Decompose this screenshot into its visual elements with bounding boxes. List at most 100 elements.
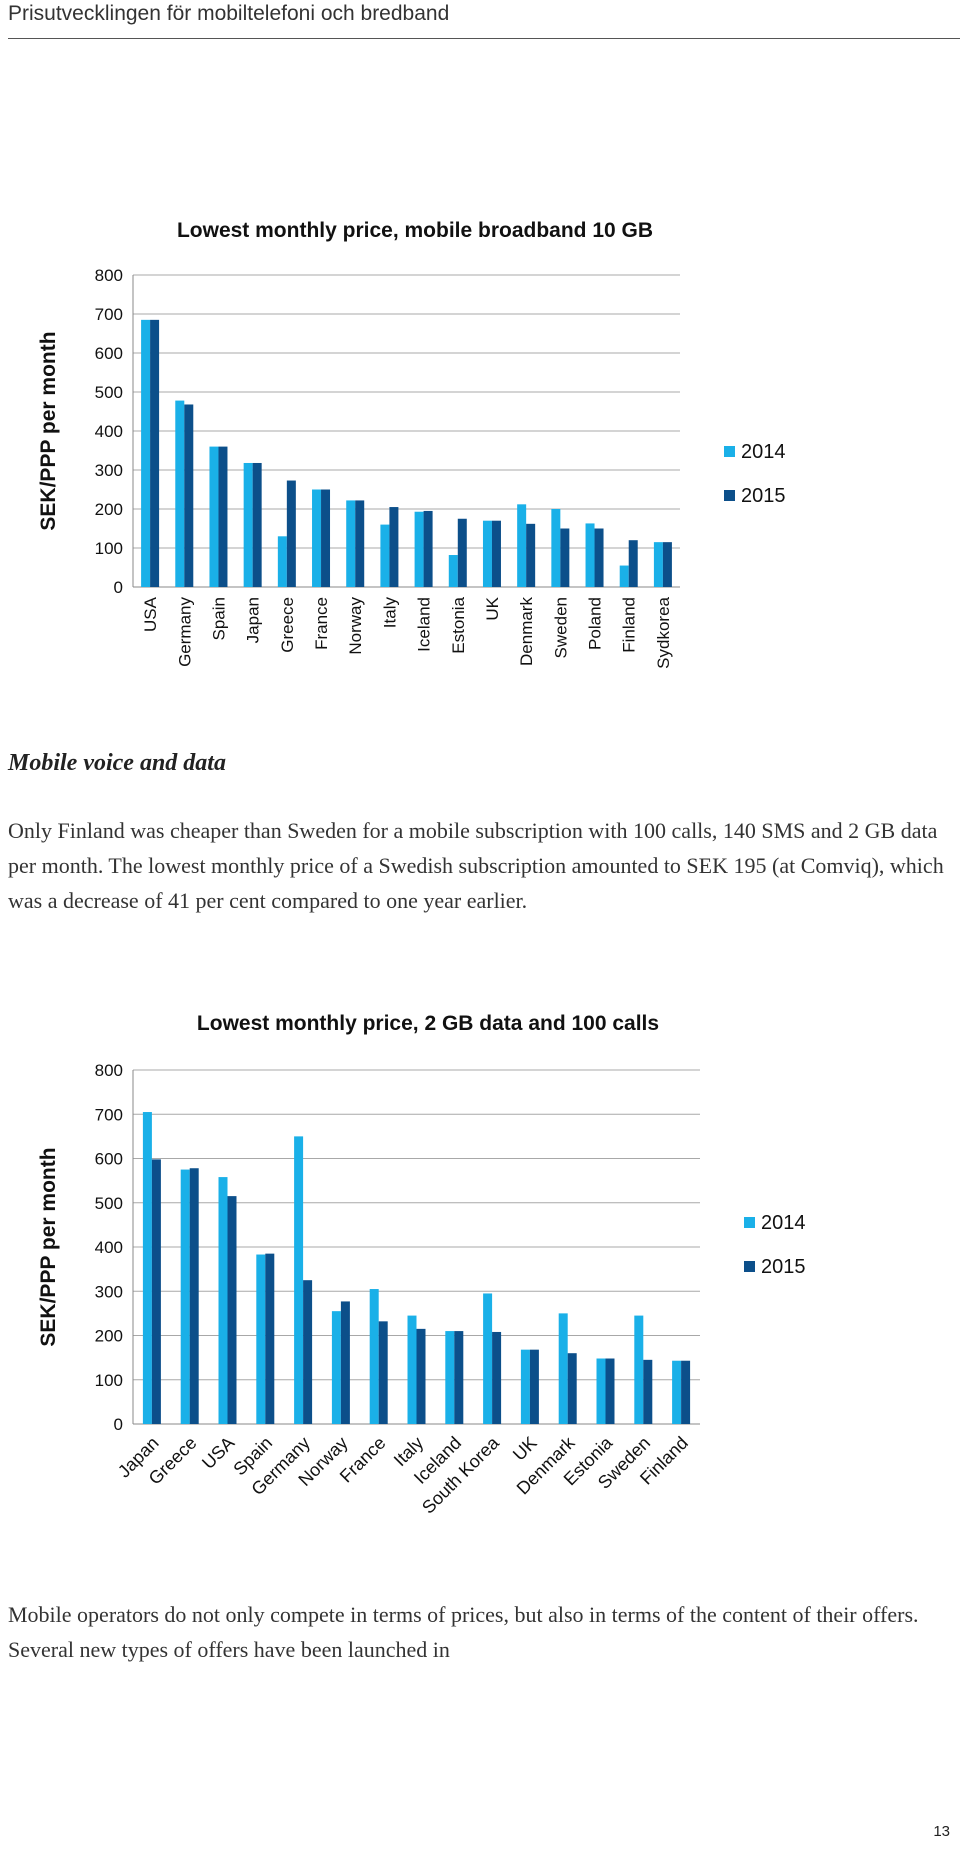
- bar-france-2014: [312, 489, 322, 587]
- bar-denmark-2014: [517, 504, 527, 587]
- bar-spain-2015: [218, 446, 228, 587]
- y-tick-label: 100: [95, 1371, 123, 1390]
- bar-italy-2014: [380, 524, 390, 587]
- bar-italy-2015: [416, 1328, 426, 1424]
- bar-sweden-2015: [643, 1359, 653, 1424]
- chart-title: Lowest monthly price, 2 GB data and 100 …: [197, 1012, 659, 1035]
- bar-iceland-2014: [445, 1331, 455, 1424]
- bar-norway-2014: [346, 500, 356, 587]
- chart-title: Lowest monthly price, mobile broadband 1…: [177, 219, 653, 242]
- bar-greece-2015: [286, 480, 296, 587]
- bar-sweden-2014: [634, 1315, 644, 1424]
- bar-iceland-2015: [423, 510, 433, 587]
- legend-swatch-2014: [724, 446, 735, 457]
- bar-japan-2014: [142, 1112, 152, 1424]
- bar-spain-2014: [256, 1254, 266, 1424]
- y-tick-label: 500: [95, 383, 123, 402]
- bar-japan-2015: [151, 1159, 161, 1424]
- bar-germany-2014: [175, 400, 185, 587]
- y-tick-label: 0: [114, 1415, 123, 1434]
- bar-sweden-2015: [560, 528, 570, 587]
- y-tick-label: 700: [95, 1105, 123, 1124]
- y-tick-label: 200: [95, 1327, 123, 1346]
- paragraph-operators: Mobile operators do not only compete in …: [8, 1602, 919, 1662]
- bar-japan-2014: [243, 462, 253, 587]
- x-tick-label: Norway: [346, 597, 365, 655]
- legend-swatch-2015: [744, 1261, 755, 1272]
- legend-label-2014: 2014: [741, 441, 786, 463]
- bar-south-korea-2015: [492, 1331, 502, 1424]
- legend-label-2015: 2015: [761, 1256, 806, 1278]
- y-tick-label: 100: [95, 539, 123, 558]
- bar-usa-2015: [150, 319, 160, 587]
- bar-japan-2015: [252, 462, 262, 587]
- bar-sweden-2014: [551, 509, 561, 587]
- legend-swatch-2015: [724, 490, 735, 501]
- bar-estonia-2015: [605, 1358, 615, 1424]
- y-tick-label: 300: [95, 461, 123, 480]
- bar-uk-2015: [491, 520, 501, 587]
- bar-france-2014: [369, 1289, 379, 1424]
- bar-denmark-2015: [526, 523, 536, 587]
- bar-usa-2014: [141, 319, 151, 587]
- legend-swatch-2014: [744, 1217, 755, 1228]
- header-title: Prisutvecklingen för mobiltelefoni och b…: [8, 2, 450, 25]
- x-tick-label: Japan: [244, 597, 263, 643]
- legend-label-2015: 2015: [741, 485, 786, 507]
- x-tick-label: Finland: [620, 597, 639, 653]
- bar-norway-2015: [340, 1301, 350, 1424]
- bar-norway-2014: [331, 1311, 341, 1424]
- chart-mobile-broadband: Lowest monthly price, mobile broadband 1…: [37, 219, 786, 669]
- x-tick-label: France: [312, 597, 331, 650]
- paragraph-mobile-voice-data: Only Finland was cheaper than Sweden for…: [8, 818, 944, 913]
- x-tick-label: Estonia: [449, 596, 468, 653]
- x-tick-label: USA: [141, 596, 160, 632]
- bar-finland-2015: [681, 1360, 691, 1424]
- bar-south-korea-2014: [483, 1293, 493, 1424]
- y-tick-label: 300: [95, 1282, 123, 1301]
- bar-poland-2014: [585, 523, 595, 587]
- bar-italy-2015: [389, 507, 399, 587]
- x-tick-label: UK: [483, 596, 502, 620]
- bar-uk-2014: [520, 1349, 530, 1424]
- bar-usa-2014: [218, 1177, 228, 1424]
- bar-spain-2015: [265, 1253, 275, 1424]
- bar-iceland-2015: [454, 1331, 464, 1424]
- page-header: Prisutvecklingen för mobiltelefoni och b…: [8, 0, 960, 39]
- bar-iceland-2014: [414, 511, 424, 587]
- x-tick-label: Spain: [209, 597, 228, 640]
- y-tick-label: 700: [95, 305, 123, 324]
- bar-sydkorea-2015: [662, 542, 672, 587]
- x-tick-label: Sweden: [551, 597, 570, 658]
- y-tick-label: 600: [95, 1150, 123, 1169]
- y-axis-label: SEK/PPP per month: [37, 1147, 60, 1346]
- x-tick-label: Greece: [278, 597, 297, 653]
- y-axis-label: SEK/PPP per month: [37, 331, 60, 530]
- bar-italy-2014: [407, 1315, 417, 1424]
- bar-usa-2015: [227, 1196, 237, 1424]
- y-tick-label: 0: [114, 578, 123, 597]
- bar-finland-2015: [628, 540, 638, 587]
- y-tick-label: 400: [95, 1238, 123, 1257]
- y-tick-label: 800: [95, 266, 123, 285]
- bar-uk-2015: [529, 1349, 539, 1424]
- bar-finland-2014: [619, 565, 629, 587]
- bar-germany-2015: [184, 404, 194, 587]
- bar-france-2015: [378, 1321, 388, 1424]
- bar-greece-2015: [189, 1168, 199, 1424]
- page-number: 13: [933, 1823, 950, 1840]
- chart-data-and-calls: Lowest monthly price, 2 GB data and 100 …: [37, 1012, 806, 1518]
- bar-spain-2014: [209, 446, 219, 587]
- y-tick-label: 600: [95, 344, 123, 363]
- bar-greece-2014: [277, 536, 287, 587]
- bar-sydkorea-2014: [653, 542, 663, 587]
- bar-finland-2014: [672, 1360, 682, 1424]
- bar-estonia-2014: [596, 1358, 606, 1424]
- x-tick-label: Poland: [586, 597, 605, 650]
- bar-greece-2014: [180, 1169, 190, 1424]
- x-tick-label: Iceland: [415, 597, 434, 652]
- bar-uk-2014: [482, 520, 492, 587]
- bar-estonia-2014: [448, 555, 458, 587]
- x-tick-label: Germany: [175, 597, 194, 667]
- bar-france-2015: [321, 489, 331, 587]
